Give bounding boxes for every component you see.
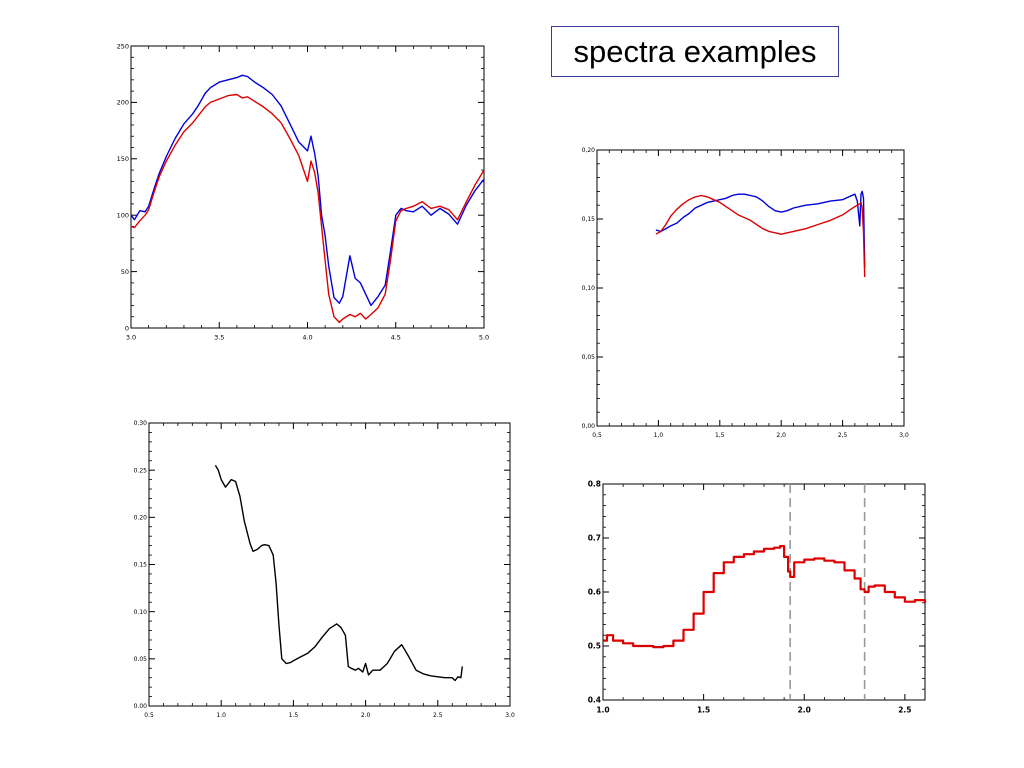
series-line-1 (655, 190, 866, 268)
x-tick-label: 2.5 (898, 706, 911, 715)
series-line-2 (130, 93, 485, 324)
x-tick-label: 3,0 (899, 432, 909, 439)
y-tick-label: 0.05 (134, 656, 148, 663)
series-line-2 (655, 194, 866, 278)
y-tick-label: 150 (117, 155, 129, 163)
y-tick-label: 250 (117, 42, 129, 50)
y-tick-label: 0,00 (582, 423, 596, 430)
x-tick-label: 3.0 (126, 334, 136, 342)
x-tick-label: 2.0 (798, 706, 811, 715)
x-tick-label: 3.5 (214, 334, 224, 342)
y-tick-label: 0,15 (582, 216, 596, 223)
x-tick-label: 3.0 (505, 712, 515, 719)
x-tick-label: 2,5 (838, 432, 848, 439)
x-tick-label: 2,0 (776, 432, 786, 439)
y-tick-label: 0.4 (588, 696, 601, 705)
x-tick-label: 2.0 (361, 712, 371, 719)
y-tick-label: 0.8 (588, 480, 601, 489)
x-tick-label: 0.5 (144, 712, 154, 719)
series-line-1 (214, 465, 463, 682)
x-tick-label: 1.5 (289, 712, 299, 719)
y-tick-label: 50 (121, 268, 129, 276)
x-tick-label: 1.5 (697, 706, 710, 715)
x-tick-label: 1,5 (715, 432, 725, 439)
x-tick-label: 1.0 (596, 706, 609, 715)
x-tick-label: 2.5 (433, 712, 443, 719)
x-tick-label: 5.0 (479, 334, 489, 342)
page-title: spectra examples (573, 33, 817, 69)
x-tick-label: 1,0 (654, 432, 664, 439)
y-tick-label: 0,10 (582, 285, 596, 292)
y-tick-label: 0.10 (134, 609, 148, 616)
x-tick-label: 0,5 (592, 432, 602, 439)
series-line-1 (130, 74, 485, 307)
y-tick-label: 0.20 (134, 514, 148, 521)
y-tick-label: 0.00 (134, 703, 148, 710)
y-tick-label: 0.30 (134, 420, 148, 427)
y-tick-label: 0.7 (588, 534, 601, 543)
y-tick-label: 0,20 (582, 147, 596, 154)
y-tick-label: 0.15 (134, 562, 148, 569)
y-tick-label: 0,05 (582, 354, 596, 361)
y-tick-label: 100 (117, 211, 129, 219)
x-tick-label: 4.5 (391, 334, 401, 342)
y-tick-label: 0.5 (588, 642, 601, 651)
y-tick-label: 0 (125, 324, 129, 332)
title-box: spectra examples (551, 26, 839, 77)
x-tick-label: 1.0 (216, 712, 226, 719)
series-line-1 (603, 545, 927, 649)
y-tick-label: 0.25 (134, 467, 148, 474)
y-tick-label: 0.6 (588, 588, 601, 597)
y-tick-label: 200 (117, 99, 129, 107)
x-tick-label: 4.0 (302, 334, 312, 342)
plot-frame (602, 483, 926, 701)
